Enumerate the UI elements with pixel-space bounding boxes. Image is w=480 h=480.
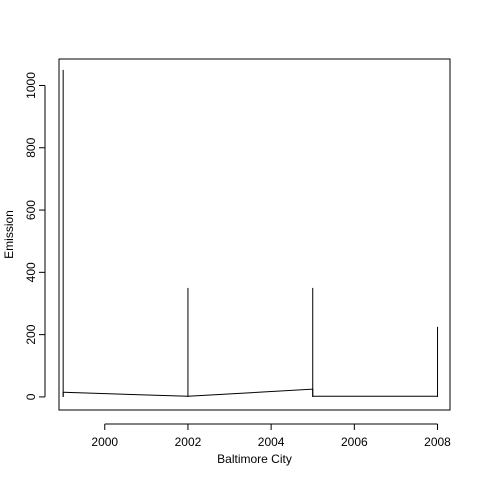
x-axis: 2000 2002 2004 2006 2008 — [91, 423, 451, 449]
y-tick-label-4: 800 — [24, 137, 38, 157]
x-tick-label-1: 2002 — [175, 435, 202, 449]
y-axis: 0 200 400 600 800 1000 — [24, 72, 46, 400]
y-tick-label-1: 200 — [24, 324, 38, 344]
x-tick-label-2: 2004 — [258, 435, 285, 449]
y-tick-label-5: 1000 — [24, 72, 38, 99]
y-tick-label-2: 400 — [24, 262, 38, 282]
y-axis-label: Emission — [2, 210, 16, 259]
series-line-0 — [63, 388, 438, 397]
x-axis-label: Baltimore City — [217, 452, 292, 466]
y-tick-label-0: 0 — [24, 393, 38, 400]
x-tick-label-3: 2006 — [341, 435, 368, 449]
data-layer — [62, 69, 439, 397]
x-tick-label-4: 2008 — [424, 435, 451, 449]
x-tick-label-0: 2000 — [91, 435, 118, 449]
plot-frame — [58, 58, 451, 411]
y-tick-label-3: 600 — [24, 200, 38, 220]
